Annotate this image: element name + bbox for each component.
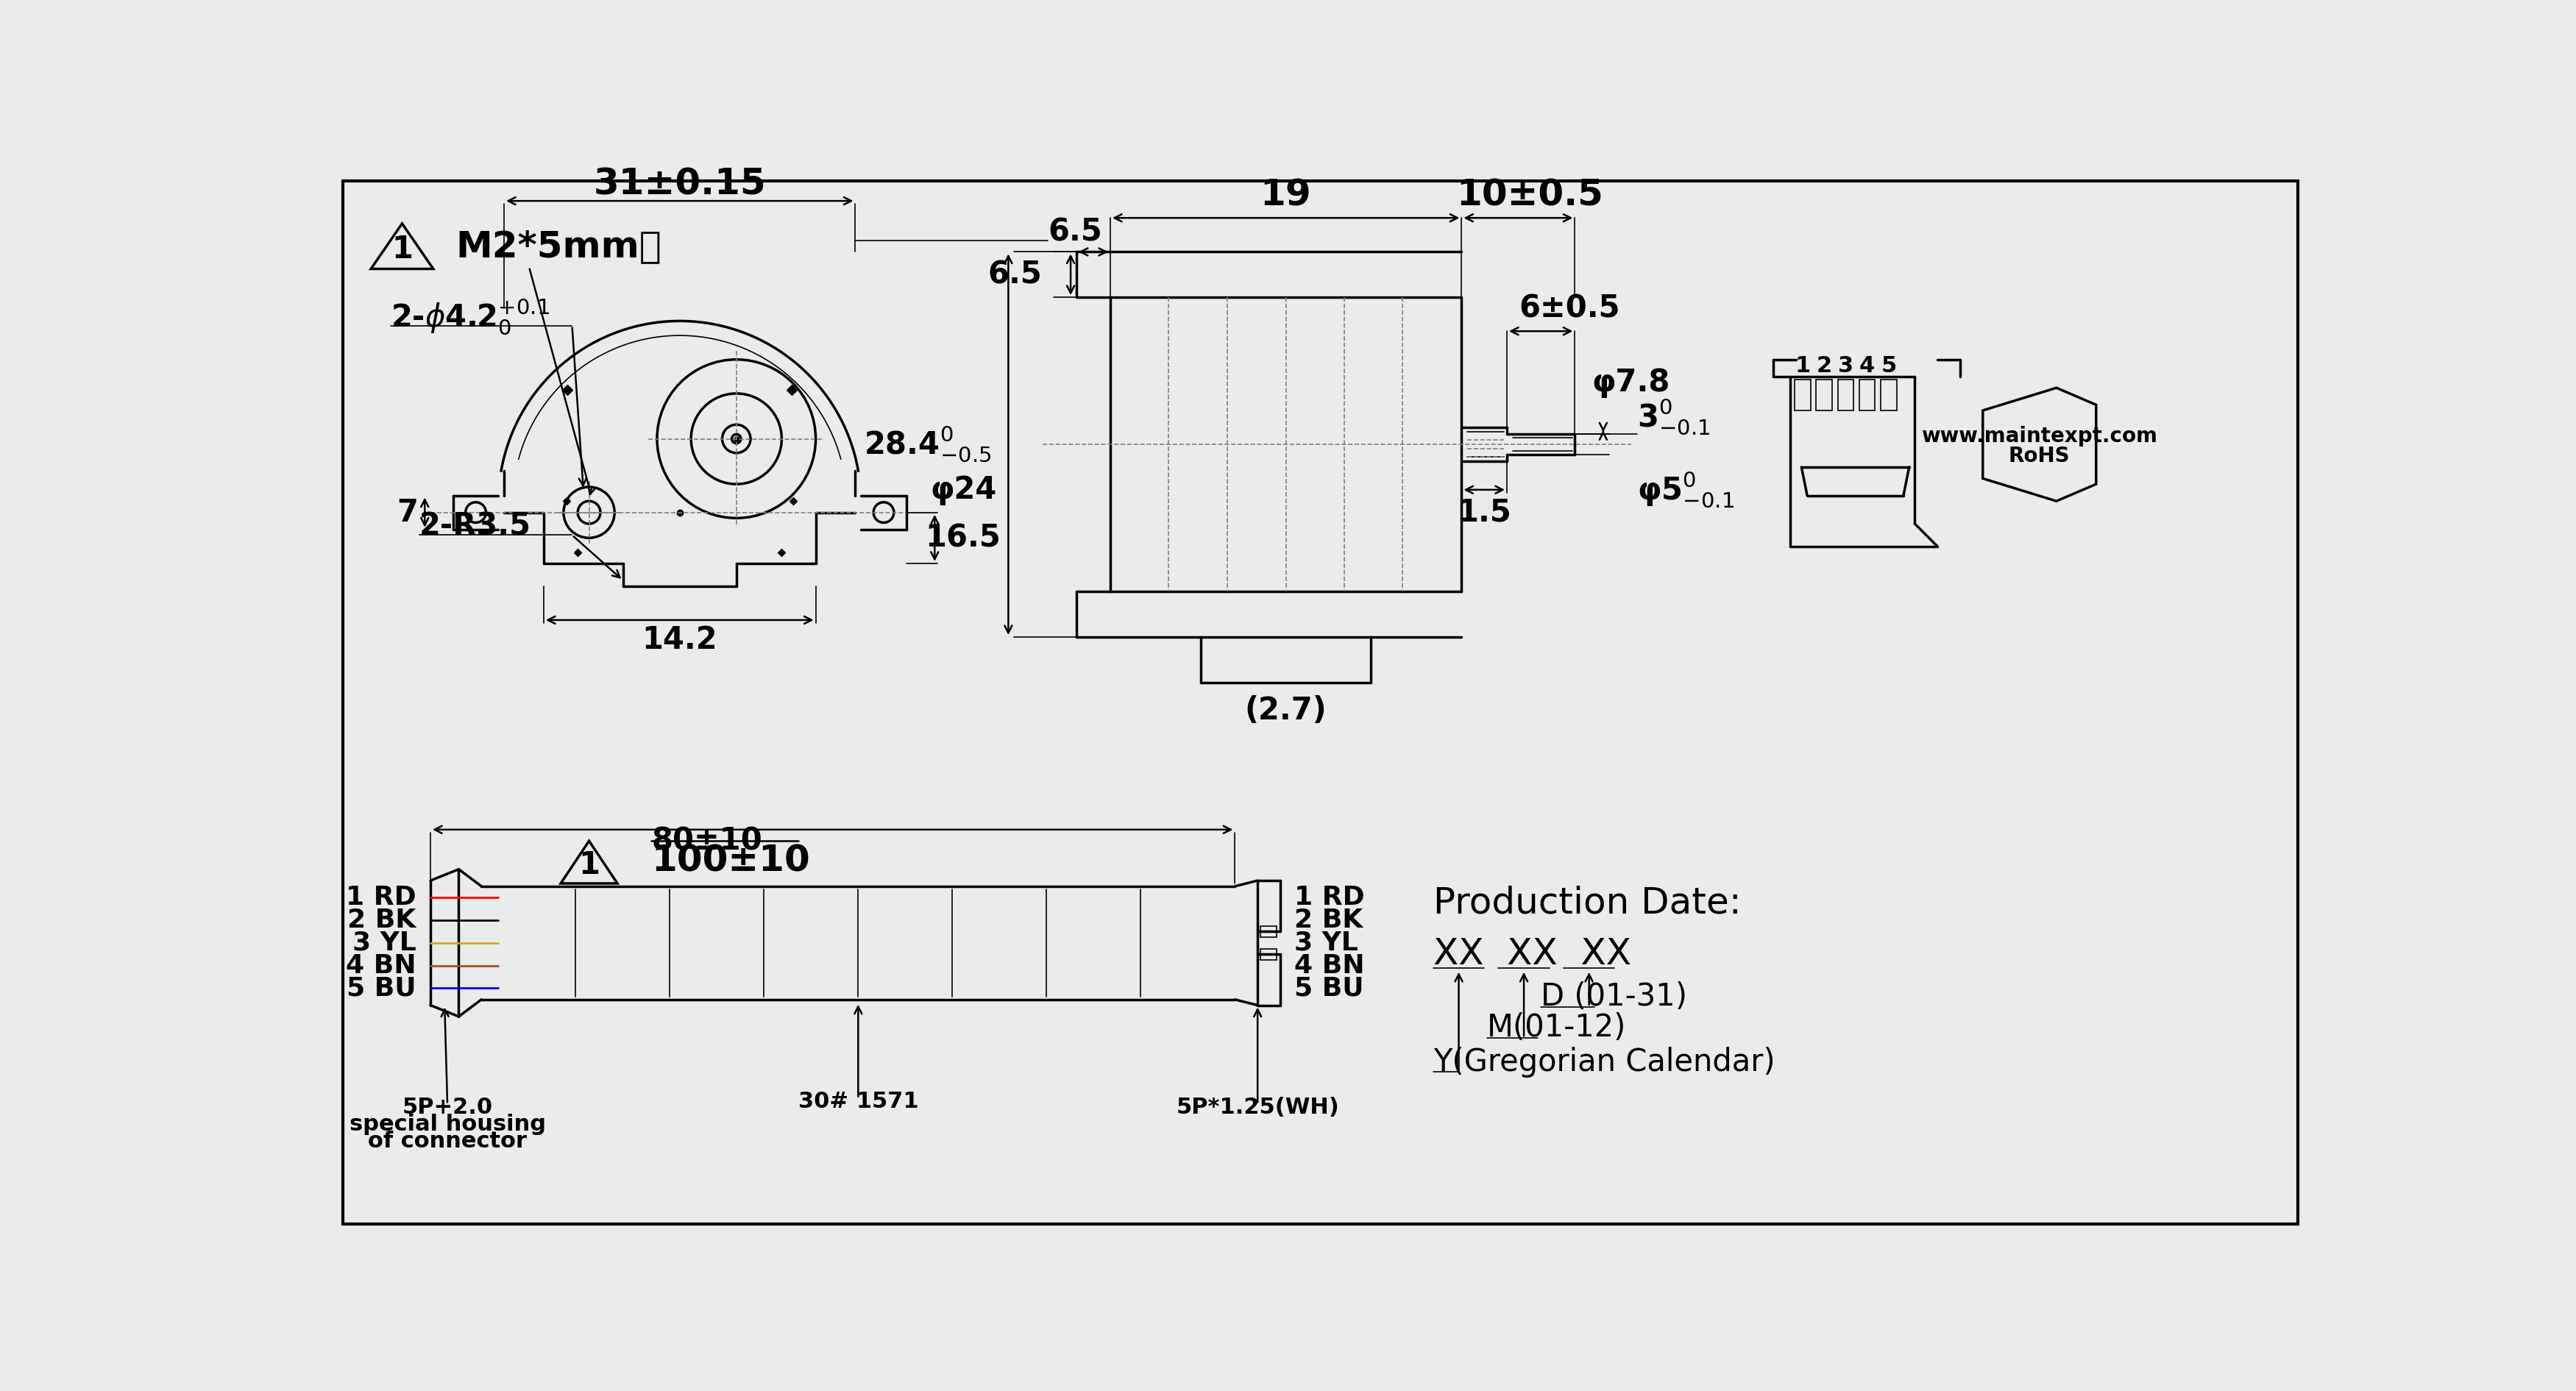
- Text: 100±10: 100±10: [652, 843, 809, 879]
- Text: φ7.8: φ7.8: [1592, 367, 1669, 398]
- Text: of connector: of connector: [368, 1131, 528, 1152]
- Bar: [1880, 380, 1896, 410]
- Bar: [1837, 380, 1855, 410]
- Text: 3 YL: 3 YL: [353, 931, 417, 956]
- Bar: [1260, 926, 1275, 938]
- Text: special housing: special housing: [350, 1113, 546, 1135]
- Text: 5 BU: 5 BU: [1293, 975, 1365, 1000]
- Text: Y(Gregorian Calendar): Y(Gregorian Calendar): [1432, 1046, 1775, 1077]
- Text: 1 RD: 1 RD: [345, 885, 417, 910]
- Text: 2-R3.5: 2-R3.5: [420, 510, 531, 542]
- Text: 4: 4: [1860, 356, 1875, 377]
- Text: 5: 5: [1880, 356, 1896, 377]
- Text: 1 RD: 1 RD: [1293, 885, 1365, 910]
- Text: 28.4$^{0}_{-0.5}$: 28.4$^{0}_{-0.5}$: [863, 424, 992, 465]
- Text: 4 BN: 4 BN: [1293, 953, 1365, 978]
- Text: 2: 2: [1816, 356, 1832, 377]
- Text: 1.5: 1.5: [1458, 497, 1512, 527]
- Text: 5P+2.0: 5P+2.0: [402, 1096, 492, 1118]
- Text: 3: 3: [1837, 356, 1855, 377]
- Text: 6±0.5: 6±0.5: [1520, 294, 1620, 324]
- Text: 2-$\phi$4.2$^{+0.1}_{0}$: 2-$\phi$4.2$^{+0.1}_{0}$: [392, 298, 549, 337]
- Text: φ24: φ24: [930, 474, 997, 505]
- Text: 3$^{0}_{-0.1}$: 3$^{0}_{-0.1}$: [1638, 398, 1710, 437]
- Text: 5 BU: 5 BU: [348, 975, 417, 1000]
- Text: D (01-31): D (01-31): [1540, 981, 1687, 1013]
- Text: M(01-12): M(01-12): [1486, 1013, 1625, 1043]
- Text: 2 BK: 2 BK: [1293, 908, 1363, 933]
- Text: Production Date:: Production Date:: [1432, 886, 1741, 921]
- Bar: [1795, 380, 1811, 410]
- Text: 3 YL: 3 YL: [1293, 931, 1358, 956]
- Text: www.maintexpt.com: www.maintexpt.com: [1922, 426, 2159, 447]
- Text: 30# 1571: 30# 1571: [799, 1091, 920, 1113]
- Text: 6.5: 6.5: [989, 259, 1043, 289]
- Text: 7: 7: [397, 497, 417, 527]
- Text: 6.5: 6.5: [1048, 217, 1103, 248]
- Text: 1: 1: [580, 850, 600, 881]
- Text: φ5$^{0}_{-0.1}$: φ5$^{0}_{-0.1}$: [1638, 470, 1734, 509]
- Text: 4 BN: 4 BN: [345, 953, 417, 978]
- Text: XX  XX  XX: XX XX XX: [1432, 936, 1631, 972]
- Bar: [1260, 949, 1275, 960]
- Bar: [1816, 380, 1832, 410]
- Text: 1: 1: [1795, 356, 1811, 377]
- Text: M2*5mm深: M2*5mm深: [456, 228, 662, 264]
- Text: 31±0.15: 31±0.15: [592, 167, 765, 202]
- Text: 14.2: 14.2: [641, 625, 719, 655]
- Text: 1: 1: [392, 234, 412, 264]
- Text: 10±0.5: 10±0.5: [1455, 178, 1602, 213]
- Text: 5P*1.25(WH): 5P*1.25(WH): [1177, 1096, 1340, 1118]
- Text: 16.5: 16.5: [925, 523, 1002, 554]
- Text: (2.7): (2.7): [1244, 696, 1327, 726]
- Bar: [1860, 380, 1875, 410]
- Text: 2 BK: 2 BK: [348, 908, 417, 933]
- Text: 80±10: 80±10: [652, 825, 762, 857]
- Text: 19: 19: [1260, 178, 1311, 213]
- Text: RoHS: RoHS: [2009, 445, 2071, 466]
